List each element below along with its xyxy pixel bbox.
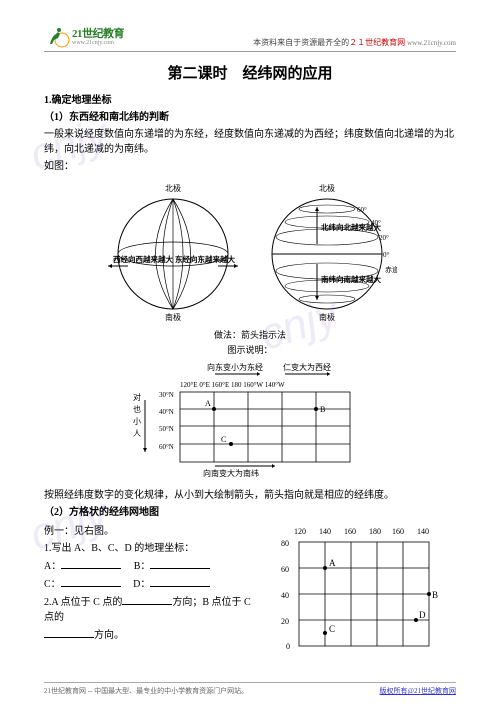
svg-text:B: B bbox=[432, 590, 438, 600]
q1: 1.写出 A、B、C、D 的地理坐标： bbox=[44, 541, 259, 556]
coord-grid: 120 140 160 180 160 140 80 60 40 20 0 A B C D bbox=[269, 522, 439, 672]
svg-text:A: A bbox=[205, 399, 211, 408]
svg-text:120: 120 bbox=[294, 527, 306, 536]
logo-cn: 21世纪教育 bbox=[72, 29, 124, 40]
svg-text:0°: 0° bbox=[383, 251, 390, 259]
svg-text:D: D bbox=[419, 610, 426, 620]
blank-A[interactable] bbox=[61, 558, 121, 569]
svg-text:120°E 0°E 160°E 180 160°W 1: 120°E 0°E 160°E 180 160°W 140°W bbox=[180, 381, 285, 389]
w-arrow-label: 西经向西越来越大 bbox=[113, 254, 173, 264]
hdr-url: www.21cnjy.com bbox=[407, 39, 456, 47]
svg-text:人: 人 bbox=[133, 429, 141, 438]
svg-text:北纬向北越来越大: 北纬向北越来越大 bbox=[321, 222, 381, 232]
svg-text:南极: 南极 bbox=[319, 312, 335, 322]
footer-right: 版权所有@21世纪教育网 bbox=[380, 686, 456, 696]
svg-text:北极: 北极 bbox=[319, 183, 335, 193]
runner-icon bbox=[44, 26, 70, 48]
section-1-sub2: （2）方格状的经纬网地图 bbox=[44, 505, 456, 520]
svg-text:180: 180 bbox=[369, 527, 381, 536]
hdr-red: ２１世纪教育网 bbox=[349, 38, 405, 47]
svg-text:仁变大为西经: 仁变大为西经 bbox=[283, 362, 331, 372]
svg-text:40: 40 bbox=[281, 591, 289, 600]
globe-latitude: 北极 0° 20° 40° 60° 北纬向北越来越大 南纬向南越来越大 赤道 南… bbox=[257, 182, 397, 322]
svg-text:20°: 20° bbox=[379, 234, 389, 242]
label-D: D： bbox=[133, 579, 150, 590]
section-1-sub1: （1）东西经和南北纬的判断 bbox=[44, 110, 456, 125]
logo: 21世纪教育 www.21cnjy.com bbox=[44, 26, 124, 48]
globe-longitude: 北极 西经向西越来越大 东经向东越来越大 南极 bbox=[103, 182, 243, 322]
svg-text:C: C bbox=[329, 624, 335, 634]
blank-C[interactable] bbox=[61, 576, 121, 587]
after-grid: 按照经纬度数字的变化规律，从小到大绘制箭头，箭头指向就是相应的经纬度。 bbox=[44, 488, 456, 503]
svg-text:50°N: 50°N bbox=[159, 425, 174, 433]
ans-line-AB: A： B： bbox=[44, 558, 259, 574]
svg-text:40°N: 40°N bbox=[159, 408, 174, 416]
svg-text:140: 140 bbox=[417, 527, 429, 536]
footer: 21世纪教育网 -- 中国最大型、最专业的中小学教育资源门户网站。 版权所有@2… bbox=[44, 682, 456, 696]
ans-line-CD: C： D： bbox=[44, 576, 259, 592]
label-B: B： bbox=[134, 561, 151, 572]
blank-dir2[interactable] bbox=[44, 627, 94, 638]
header-right: 本资料来自于资源最齐全的２１世纪教育网 www.21cnjy.com bbox=[253, 37, 456, 48]
svg-text:60°: 60° bbox=[357, 206, 367, 214]
svg-text:也: 也 bbox=[133, 404, 141, 414]
logo-url: www.21cnjy.com bbox=[72, 40, 124, 46]
hdr-pre: 本资料来自于资源最齐全的 bbox=[253, 38, 349, 47]
example-label: 例一：见右图。 bbox=[44, 524, 259, 539]
svg-text:60: 60 bbox=[281, 565, 289, 574]
svg-text:对: 对 bbox=[133, 392, 141, 402]
para-1: 一般来说经度数值向东递增的为东经，经度数值向东递减的为西经；纬度数值向北递增的为… bbox=[44, 127, 456, 157]
label-A: A： bbox=[44, 561, 61, 572]
svg-text:30°N: 30°N bbox=[159, 391, 174, 399]
svg-text:160: 160 bbox=[392, 527, 404, 536]
q2c: 方向。 bbox=[94, 630, 124, 641]
para-2: 如图： bbox=[44, 159, 456, 174]
svg-text:B: B bbox=[320, 405, 325, 414]
svg-text:20: 20 bbox=[281, 617, 289, 626]
blank-D[interactable] bbox=[150, 576, 210, 587]
svg-text:160: 160 bbox=[344, 527, 356, 536]
e-arrow-label: 东经向东越来越大 bbox=[175, 254, 235, 264]
caption-2: 图示说明： bbox=[44, 343, 456, 356]
q2: 2.A 点位于 C 点的方向；B 点位于 C 点的 bbox=[44, 594, 259, 625]
svg-text:小: 小 bbox=[133, 417, 141, 426]
header: 21世纪教育 www.21cnjy.com 本资料来自于资源最齐全的２１世纪教育… bbox=[44, 26, 456, 52]
label-C: C： bbox=[44, 579, 61, 590]
demo-grid: 向东变小为东经 仁变大为西经 120°E 0°E 160°E 180 160°W… bbox=[125, 360, 375, 480]
footer-left: 21世纪教育网 -- 中国最大型、最专业的中小学教育资源门户网站。 bbox=[44, 686, 248, 696]
q2-line2: 方向。 bbox=[44, 627, 259, 643]
svg-text:C: C bbox=[221, 435, 226, 444]
svg-text:60°N: 60°N bbox=[159, 443, 174, 451]
svg-text:A: A bbox=[329, 558, 336, 568]
south-label: 南极 bbox=[165, 312, 181, 322]
svg-text:80: 80 bbox=[281, 539, 289, 548]
q2a: 2.A 点位于 C 点的 bbox=[44, 597, 122, 608]
svg-text:0: 0 bbox=[286, 642, 290, 651]
svg-text:赤道: 赤道 bbox=[385, 265, 397, 274]
page-title: 第二课时 经纬网的应用 bbox=[44, 62, 456, 83]
north-label: 北极 bbox=[165, 183, 181, 193]
svg-text:140: 140 bbox=[319, 527, 331, 536]
section-1-h: 1.确定地理坐标 bbox=[44, 93, 456, 108]
blank-dir1[interactable] bbox=[122, 594, 172, 605]
svg-text:向南变大为南纬: 向南变大为南纬 bbox=[203, 468, 259, 478]
caption-1: 做法：箭头指示法 bbox=[44, 328, 456, 341]
svg-text:南纬向南越来越大: 南纬向南越来越大 bbox=[321, 274, 381, 284]
svg-text:向东变小为东经: 向东变小为东经 bbox=[207, 362, 263, 372]
blank-B[interactable] bbox=[150, 558, 210, 569]
